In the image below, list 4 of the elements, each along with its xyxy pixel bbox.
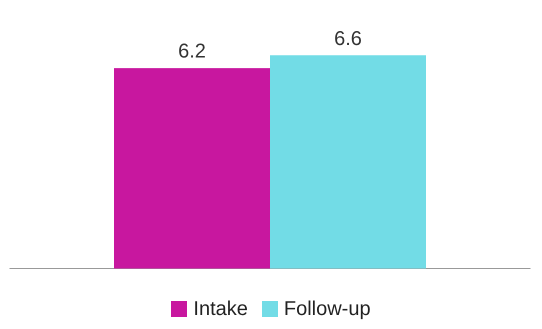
- data-label: 6.2: [178, 40, 206, 63]
- data-label: 6.6: [334, 28, 362, 50]
- legend-label: Follow-up: [284, 298, 371, 320]
- legend-label: Intake: [193, 298, 248, 320]
